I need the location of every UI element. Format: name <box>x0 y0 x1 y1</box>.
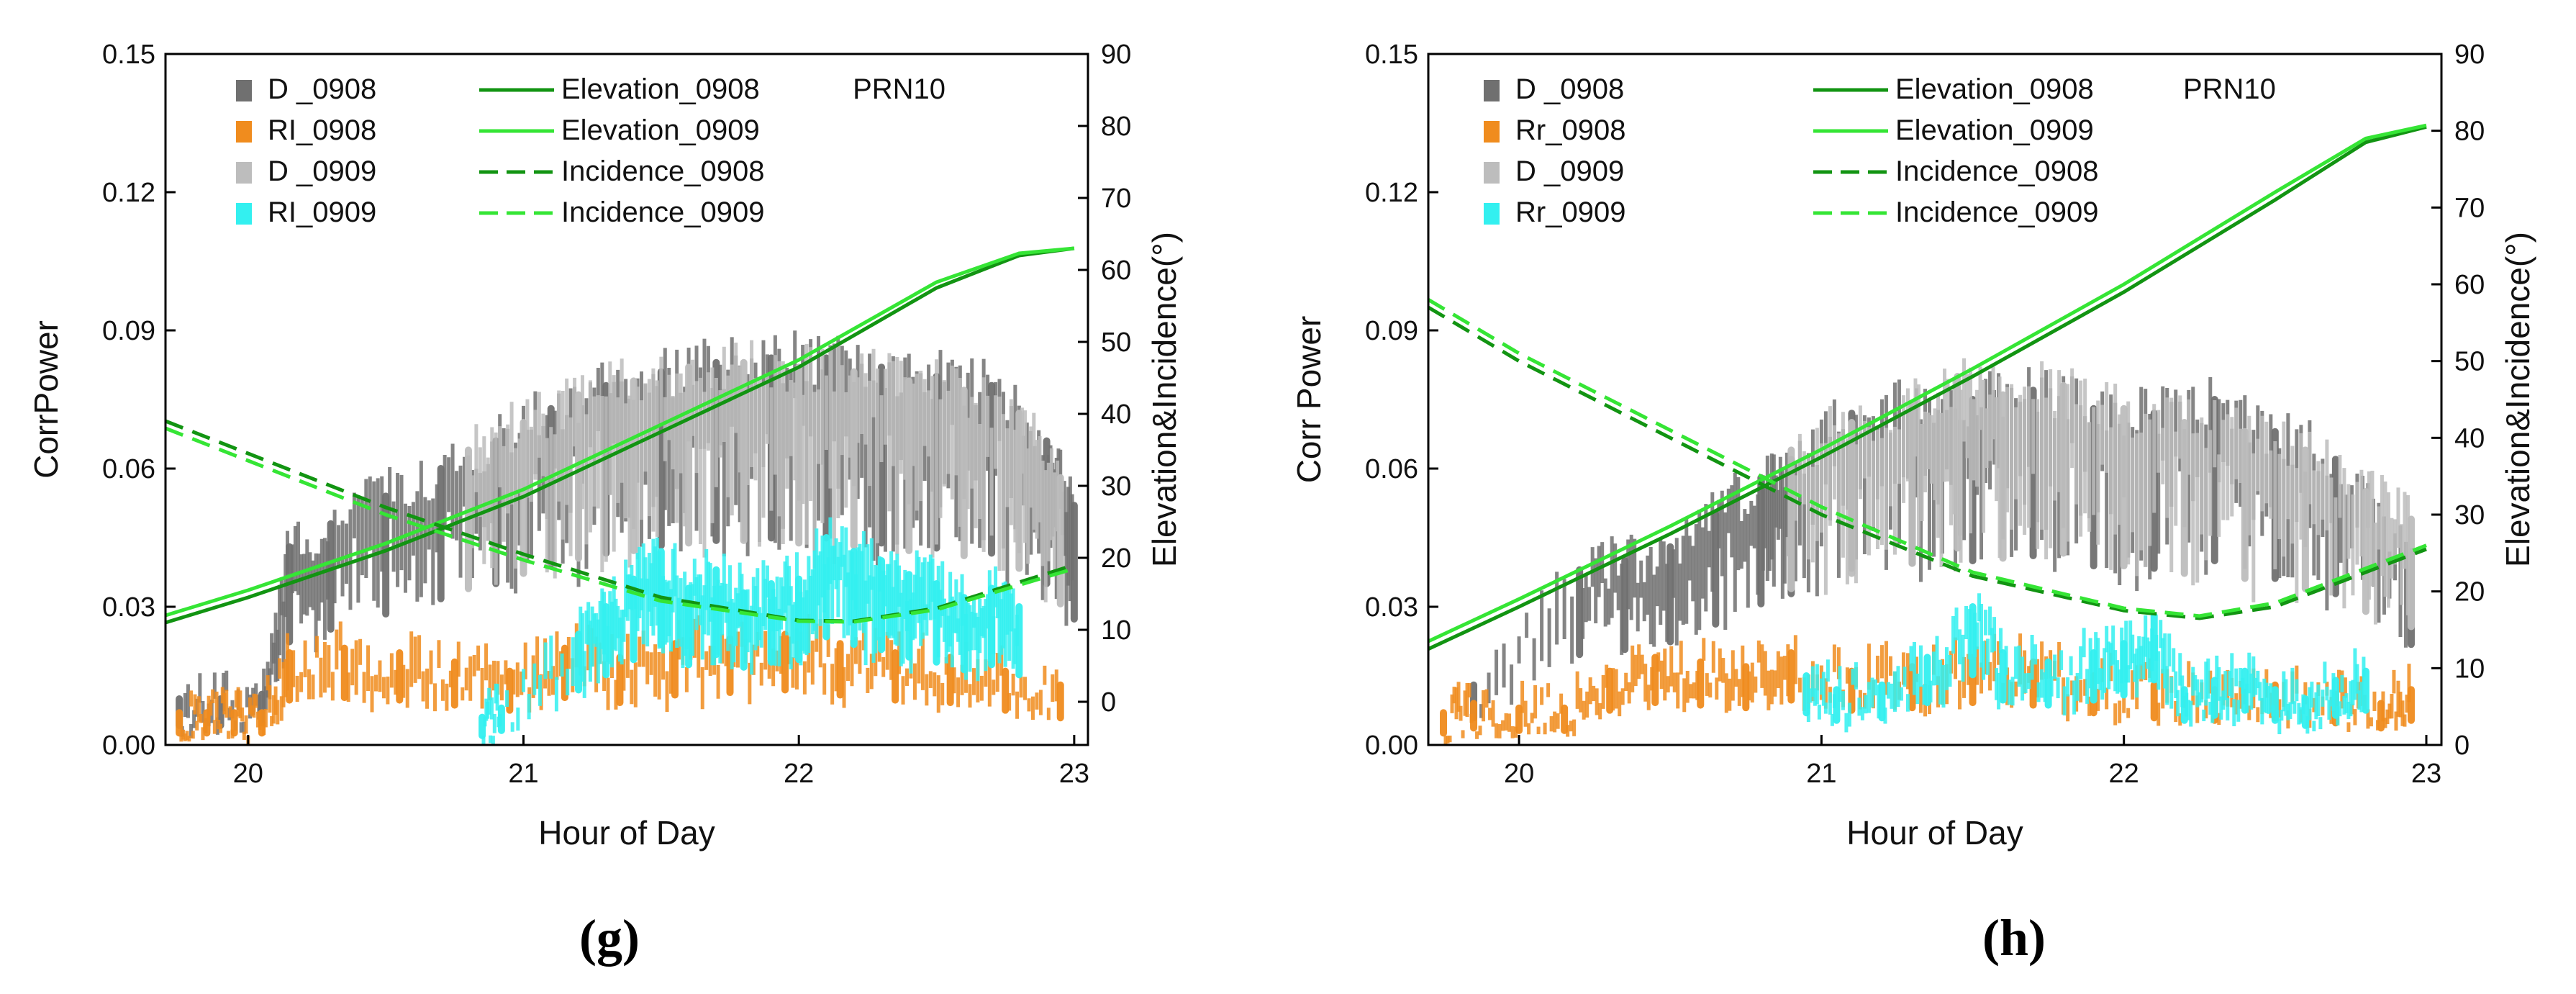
y2-tick-label: 20 <box>1101 543 1131 574</box>
y-tick-label: 0.12 <box>1365 178 1418 208</box>
legend-label: D _0909 <box>268 155 376 187</box>
legend-label: Incidence_0908 <box>1895 155 2098 187</box>
legend-label: D _0908 <box>1515 73 1624 105</box>
y-tick-label: 0.06 <box>102 454 155 484</box>
legend-label: Rr_0908 <box>1515 114 1625 146</box>
line-elevation-0909 <box>165 246 1075 618</box>
legend-label: RI_0908 <box>268 114 376 146</box>
x-tick-label: 21 <box>508 759 538 789</box>
chart-panel-g: 20 21 22 23 0.00 0.03 0.06 0.09 0.12 0.15 0 10 20 30 4… <box>27 40 1183 967</box>
y2-tick-label: 10 <box>1101 615 1131 646</box>
plot-frame <box>1427 53 2443 746</box>
y2-axis-title: Elevation&Incidence(°) <box>1146 232 1183 567</box>
legend-label: D _0908 <box>268 73 376 105</box>
legend-swatch <box>1484 80 1500 101</box>
line-incidence-0909 <box>1427 298 2427 618</box>
legend-label: Elevation_0908 <box>561 73 760 105</box>
legend-swatch <box>236 80 252 101</box>
prn-annotation: PRN10 <box>853 73 945 105</box>
y2-tick-label: 70 <box>2454 193 2485 223</box>
line-incidence-0908 <box>165 419 1075 623</box>
plot-frame <box>164 53 1089 746</box>
plot-area <box>1427 123 2427 744</box>
line-elevation-0908 <box>1427 125 2427 651</box>
y2-tick-label: 80 <box>2454 117 2485 147</box>
line-incidence-0908 <box>1427 305 2427 620</box>
x-tick-label: 21 <box>1806 759 1836 789</box>
legend-label: D _0909 <box>1515 155 1624 187</box>
y2-tick-label: 40 <box>2454 423 2485 453</box>
y2-tick-label: 20 <box>2454 577 2485 607</box>
y2-tick-label: 60 <box>2454 270 2485 300</box>
panel-caption-g: (g) <box>579 909 640 967</box>
legend-label: Rr_0909 <box>1515 196 1625 228</box>
line-elevation-0908 <box>165 246 1075 625</box>
x-tick-label: 22 <box>2109 759 2139 789</box>
chart-panel-h: 20 21 22 23 0.00 0.03 0.06 0.09 0.12 0.15 0 10 20 30 4… <box>1288 0 2576 994</box>
y-tick-label: 0.00 <box>1365 731 1418 761</box>
legend-label: Elevation_0908 <box>1895 73 2094 105</box>
legend-label: Incidence_0908 <box>561 155 764 187</box>
y2-tick-label: 90 <box>1101 40 1131 70</box>
x-axis-title: Hour of Day <box>538 814 715 851</box>
line-elevation-0909 <box>1427 123 2427 643</box>
y-axis-title: Corr Power <box>1290 316 1328 484</box>
legend-label: Incidence_0909 <box>1895 196 2098 228</box>
legend: D _0908 Rr_0908 D _0909 Rr_0909 Elevation_09… <box>1484 73 2098 228</box>
x-tick-label: 23 <box>2411 759 2441 789</box>
y-tick-label: 0.06 <box>1365 454 1418 484</box>
legend-swatch <box>1484 162 1500 184</box>
y2-tick-label: 10 <box>2454 654 2485 684</box>
legend: D _0908 RI_0908 D _0909 RI_0909 Elevation_09… <box>236 73 764 228</box>
legend-label: Elevation_0909 <box>1895 114 2094 146</box>
y2-tick-label: 80 <box>1101 112 1131 142</box>
y2-tick-label: 50 <box>1101 327 1131 358</box>
legend-label: RI_0909 <box>268 196 376 228</box>
prn-annotation: PRN10 <box>2183 73 2276 105</box>
y2-tick-label: 70 <box>1101 184 1131 214</box>
legend-swatch <box>236 162 252 184</box>
y-tick-label: 0.03 <box>1365 592 1418 623</box>
line-incidence-0909 <box>165 426 1075 624</box>
y-tick-label: 0.12 <box>102 178 155 208</box>
plot-area <box>165 246 1078 744</box>
y-tick-label: 0.00 <box>102 731 155 761</box>
series-d-0909 <box>464 340 1064 607</box>
y2-tick-label: 90 <box>2454 40 2485 70</box>
x-tick-label: 20 <box>233 759 263 789</box>
y2-tick-label: 0 <box>2454 731 2470 761</box>
y-axis-title: CorrPower <box>27 320 65 479</box>
legend-swatch <box>1484 203 1500 225</box>
x-tick-label: 22 <box>784 759 814 789</box>
y-tick-label: 0.03 <box>102 592 155 623</box>
y-tick-label: 0.09 <box>1365 316 1418 346</box>
x-tick-label: 23 <box>1059 759 1089 789</box>
x-tick-label: 20 <box>1504 759 1534 789</box>
y2-tick-label: 60 <box>1101 256 1131 286</box>
y2-tick-label: 30 <box>1101 471 1131 502</box>
x-axis-title: Hour of Day <box>1846 814 2023 851</box>
legend-swatch <box>236 203 252 225</box>
y2-tick-label: 30 <box>2454 500 2485 530</box>
series-rr-0909 <box>1802 593 2369 735</box>
legend-swatch <box>236 121 252 143</box>
chart-h: 20 21 22 23 0.00 0.03 0.06 0.09 0.12 0.15 0 10 20 30 4… <box>1290 40 2536 851</box>
legend-label: Incidence_0909 <box>561 196 764 228</box>
panel-caption-h: (h) <box>1982 909 2046 967</box>
y-tick-label: 0.09 <box>102 316 155 346</box>
y-tick-label: 0.15 <box>1365 40 1418 70</box>
legend-label: Elevation_0909 <box>561 114 760 146</box>
y2-axis-title: Elevation&Incidence(°) <box>2499 232 2536 567</box>
y2-tick-label: 40 <box>1101 399 1131 430</box>
legend-swatch <box>1484 121 1500 143</box>
chart-g: 20 21 22 23 0.00 0.03 0.06 0.09 0.12 0.15 0 10 20 30 4… <box>27 40 1183 851</box>
y-tick-label: 0.15 <box>102 40 155 70</box>
y2-tick-label: 50 <box>2454 347 2485 377</box>
y2-tick-label: 0 <box>1101 687 1116 718</box>
